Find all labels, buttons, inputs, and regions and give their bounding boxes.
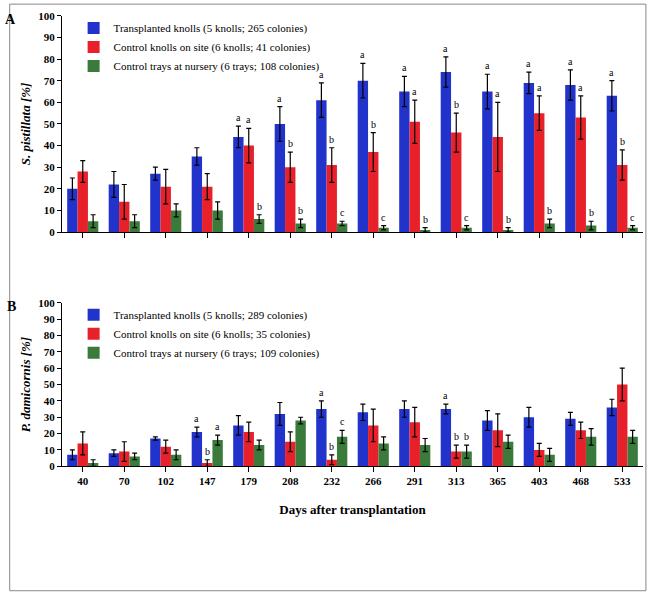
- svg-text:0: 0: [49, 226, 55, 238]
- svg-text:20: 20: [44, 427, 56, 439]
- svg-text:Control trays at nursery (6 tr: Control trays at nursery (6 trays; 109 c…: [114, 347, 320, 360]
- svg-text:90: 90: [44, 31, 56, 43]
- svg-text:c: c: [340, 207, 345, 218]
- svg-text:a: a: [495, 88, 500, 99]
- svg-text:10: 10: [44, 444, 56, 456]
- svg-text:30: 30: [44, 161, 56, 173]
- svg-text:a: a: [402, 62, 407, 73]
- svg-text:Control knolls on site (6 knol: Control knolls on site (6 knolls; 35 col…: [114, 328, 311, 341]
- svg-text:a: a: [578, 82, 583, 93]
- svg-text:Days after transplantation: Days after transplantation: [279, 502, 426, 517]
- svg-text:b: b: [547, 205, 552, 216]
- svg-text:10: 10: [44, 204, 56, 216]
- svg-text:70: 70: [44, 346, 56, 358]
- svg-text:0: 0: [49, 460, 55, 472]
- svg-text:b: b: [454, 431, 459, 442]
- svg-text:80: 80: [44, 329, 56, 341]
- svg-text:100: 100: [38, 10, 55, 22]
- svg-text:291: 291: [407, 475, 424, 487]
- svg-text:533: 533: [614, 475, 631, 487]
- svg-text:b: b: [288, 138, 293, 149]
- svg-text:80: 80: [44, 53, 56, 65]
- svg-text:a: a: [412, 86, 417, 97]
- svg-text:B: B: [7, 299, 16, 314]
- svg-text:a: a: [246, 114, 251, 125]
- svg-text:70: 70: [119, 475, 131, 487]
- svg-text:a: a: [443, 43, 448, 54]
- svg-text:b: b: [589, 207, 594, 218]
- svg-text:b: b: [506, 214, 511, 225]
- svg-text:a: a: [526, 58, 531, 69]
- svg-text:100: 100: [38, 297, 55, 309]
- svg-text:b: b: [423, 214, 428, 225]
- svg-text:Transplanted knolls (5 knolls;: Transplanted knolls (5 knolls; 289 colon…: [114, 309, 308, 322]
- svg-text:a: a: [568, 56, 573, 67]
- svg-text:b: b: [464, 431, 469, 442]
- svg-text:b: b: [205, 446, 210, 457]
- svg-text:a: a: [319, 387, 324, 398]
- svg-text:60: 60: [44, 362, 56, 374]
- svg-text:266: 266: [365, 475, 382, 487]
- svg-text:365: 365: [490, 475, 507, 487]
- svg-text:a: a: [277, 93, 282, 104]
- svg-text:208: 208: [282, 475, 299, 487]
- svg-text:40: 40: [77, 475, 89, 487]
- svg-text:Transplanted knolls (5 knolls;: Transplanted knolls (5 knolls; 265 colon…: [114, 22, 308, 35]
- svg-text:c: c: [464, 212, 469, 223]
- svg-text:30: 30: [44, 411, 56, 423]
- svg-text:b: b: [371, 119, 376, 130]
- svg-text:b: b: [454, 99, 459, 110]
- svg-text:a: a: [236, 112, 241, 123]
- svg-text:a: a: [194, 413, 199, 424]
- svg-text:468: 468: [573, 475, 590, 487]
- svg-text:b: b: [298, 205, 303, 216]
- svg-text:50: 50: [44, 118, 56, 130]
- svg-text:232: 232: [324, 475, 341, 487]
- svg-text:40: 40: [44, 139, 56, 151]
- svg-text:147: 147: [199, 475, 216, 487]
- svg-text:a: a: [443, 390, 448, 401]
- svg-text:50: 50: [44, 378, 56, 390]
- svg-text:A: A: [5, 12, 16, 27]
- svg-text:313: 313: [448, 475, 465, 487]
- svg-text:a: a: [215, 421, 220, 432]
- svg-text:a: a: [537, 82, 542, 93]
- svg-text:90: 90: [44, 313, 56, 325]
- svg-text:S. pistillata [%]: S. pistillata [%]: [18, 83, 33, 166]
- svg-text:60: 60: [44, 96, 56, 108]
- svg-text:a: a: [609, 67, 614, 78]
- svg-text:b: b: [257, 201, 262, 212]
- svg-text:40: 40: [44, 395, 56, 407]
- svg-text:a: a: [360, 49, 365, 60]
- svg-text:b: b: [620, 136, 625, 147]
- svg-text:70: 70: [44, 75, 56, 87]
- svg-text:a: a: [319, 69, 324, 80]
- svg-text:20: 20: [44, 183, 56, 195]
- svg-text:a: a: [485, 60, 490, 71]
- svg-text:b: b: [329, 134, 334, 145]
- svg-text:403: 403: [531, 475, 548, 487]
- svg-text:c: c: [381, 212, 386, 223]
- svg-text:b: b: [329, 441, 334, 452]
- svg-text:c: c: [340, 416, 345, 427]
- svg-text:102: 102: [158, 475, 175, 487]
- svg-text:Control knolls on site (6 knol: Control knolls on site (6 knolls; 41 col…: [114, 41, 311, 54]
- svg-text:P. damicornis [%]: P. damicornis [%]: [18, 337, 33, 432]
- svg-text:c: c: [630, 212, 635, 223]
- svg-text:179: 179: [241, 475, 258, 487]
- svg-text:Control trays at nursery (6 tr: Control trays at nursery (6 trays; 108 c…: [114, 60, 320, 73]
